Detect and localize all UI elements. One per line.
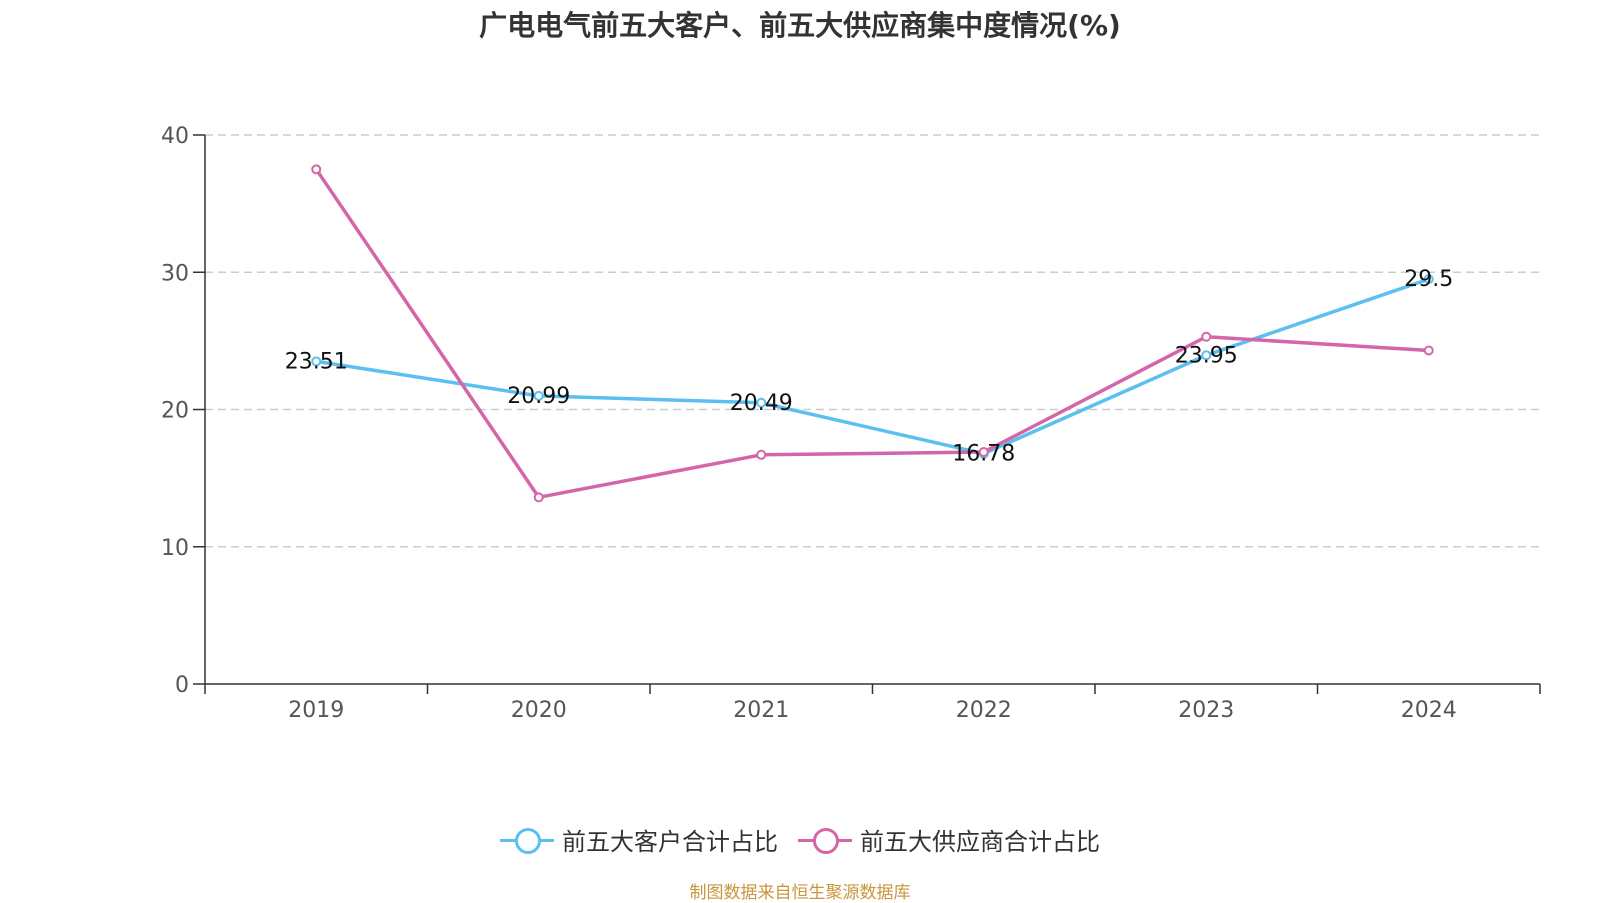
data-label: 16.78 (952, 442, 1015, 467)
y-tick-label: 0 (175, 673, 189, 698)
data-point (1423, 345, 1434, 356)
data-label: 20.99 (507, 384, 570, 409)
x-tick-label: 2020 (511, 698, 567, 723)
data-label: 23.95 (1175, 343, 1238, 368)
y-tick-label: 40 (161, 124, 189, 149)
data-point (533, 390, 544, 401)
data-point (1201, 350, 1212, 361)
legend: 前五大客户合计占比 前五大供应商合计占比 (0, 822, 1600, 857)
x-tick-label: 2021 (733, 698, 789, 723)
data-point (1423, 274, 1434, 285)
x-tick-label: 2019 (288, 698, 344, 723)
series-line-1 (315, 277, 1430, 456)
series-lines (311, 164, 1434, 503)
data-point (756, 397, 767, 408)
series-line-2 (314, 168, 1429, 500)
y-tick-label: 10 (161, 536, 189, 561)
data-point (311, 164, 322, 175)
legend-item-2[interactable]: 前五大供应商合计占比 (798, 822, 1100, 857)
chart-title: 广电电气前五大客户、前五大供应商集中度情况(%) (479, 9, 1121, 42)
grid-lines (205, 134, 1540, 548)
legend-marker-icon (500, 825, 554, 855)
x-tick-label: 2024 (1401, 698, 1457, 723)
axes: 0 10 20 30 40 2019 2020 2021 2022 2023 2024 (161, 124, 1541, 723)
data-point (756, 449, 767, 460)
data-label: 23.51 (285, 349, 348, 374)
x-tick-label: 2023 (1178, 698, 1234, 723)
data-point (1201, 331, 1212, 342)
legend-label: 前五大客户合计占比 (562, 828, 778, 856)
data-point (311, 356, 322, 367)
x-tick-label: 2022 (956, 698, 1012, 723)
source-note: 制图数据来自恒生聚源数据库 (689, 883, 911, 903)
legend-marker-icon (798, 825, 852, 855)
y-tick-label: 20 (161, 399, 189, 424)
data-labels: 23.51 20.99 20.49 16.78 23.95 29.5 (285, 267, 1453, 467)
data-point (533, 492, 544, 503)
y-tick-label: 30 (161, 261, 189, 286)
data-label: 29.5 (1404, 267, 1453, 292)
legend-item-1[interactable]: 前五大客户合计占比 (500, 822, 778, 857)
data-point (978, 447, 989, 458)
legend-label: 前五大供应商合计占比 (860, 828, 1100, 856)
data-label: 20.49 (730, 391, 793, 416)
